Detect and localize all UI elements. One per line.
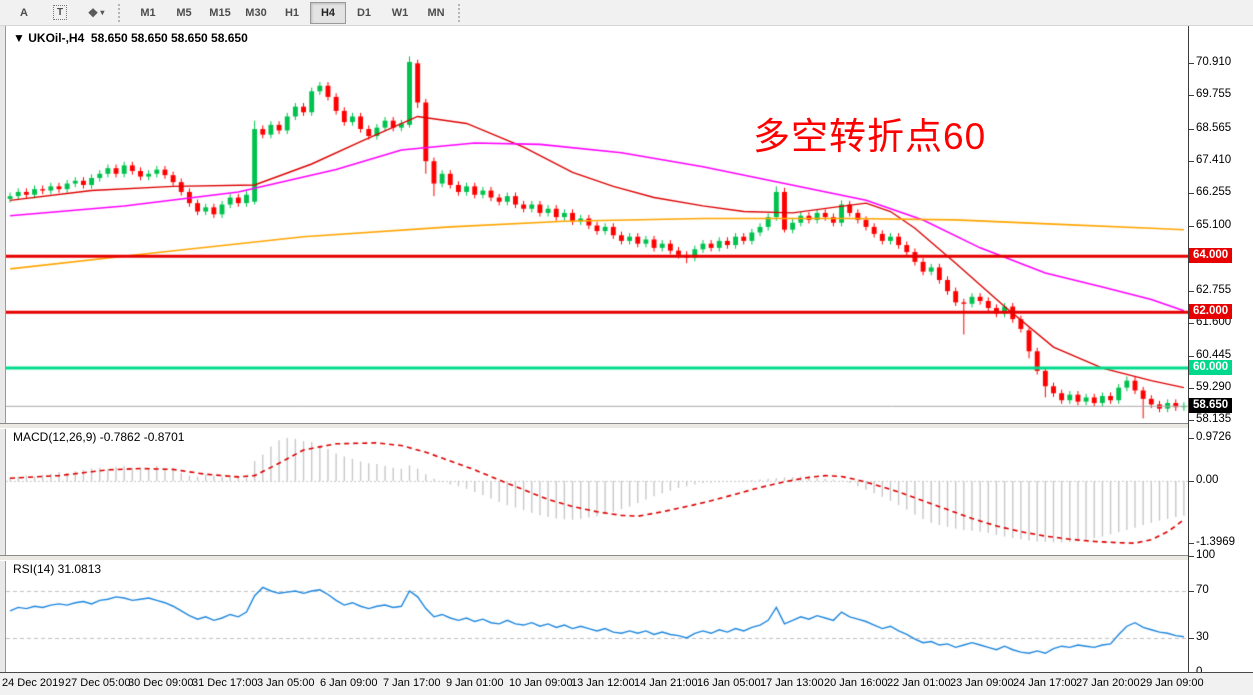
time-tick-label: 22 Jan 01:00	[887, 677, 951, 689]
timeframe-m1-button[interactable]: M1	[140, 6, 156, 19]
macd-indicator-label: MACD(12,26,9) -0.7862 -0.8701	[13, 430, 185, 444]
pane-splitter-rsi[interactable]	[0, 555, 1253, 561]
chart-symbol-title: ▼ UKOil-,H4 58.650 58.650 58.650 58.650	[13, 31, 248, 45]
time-tick-label: 20 Jan 16:00	[824, 677, 888, 689]
text-label-icon: T	[52, 5, 68, 20]
pane-splitter-macd[interactable]	[0, 423, 1253, 429]
price-axis[interactable]: 70.910 69.755 68.565 67.410 66.255 65.100 62.7…	[1188, 26, 1253, 678]
price-tick-label: 68.565	[1188, 121, 1232, 134]
timeframe-m5-button[interactable]: M5	[176, 6, 192, 19]
price-tick-label: 59.290	[1188, 380, 1232, 393]
price-level-badge: 62.000	[1189, 304, 1233, 320]
timeframe-m30-button[interactable]: M30	[245, 6, 267, 19]
price-level-badge: 58.650	[1189, 397, 1233, 413]
rsi-indicator-label: RSI(14) 31.0813	[13, 562, 102, 576]
timeframe-h1-button[interactable]: H1	[284, 6, 300, 19]
arrange-charts-button[interactable]: ❖ ▾	[78, 2, 114, 24]
rsi-tick-label: 100	[1188, 548, 1216, 561]
time-tick-label: 31 Dec 17:00	[192, 677, 258, 689]
time-tick-label: 10 Jan 09:00	[509, 677, 573, 689]
macd-tick-label: 0.00	[1188, 473, 1219, 486]
toolbar-drag-handle-2[interactable]	[458, 3, 464, 22]
price-tick-label: 65.100	[1188, 218, 1232, 231]
macd-chart-canvas[interactable]	[6, 427, 1188, 556]
time-tick-label: 3 Jan 05:00	[257, 677, 315, 689]
rsi-chart-canvas[interactable]	[6, 559, 1188, 670]
toolbar-drag-handle[interactable]	[118, 3, 124, 22]
time-tick-label: 24 Dec 2019	[2, 677, 65, 689]
time-tick-label: 27 Dec 05:00	[65, 677, 131, 689]
price-tick-label: 67.410	[1188, 153, 1232, 166]
draw-text-button[interactable]: A	[20, 6, 28, 19]
text-label-button[interactable]: T	[42, 2, 78, 24]
chart-window	[0, 26, 1253, 672]
time-tick-label: 6 Jan 09:00	[320, 677, 378, 689]
time-tick-label: 23 Jan 09:00	[950, 677, 1014, 689]
time-tick-label: 24 Jan 17:00	[1013, 677, 1077, 689]
price-tick-label: 60.445	[1188, 348, 1232, 361]
window-left-border	[0, 26, 6, 694]
chevron-down-icon: ▾	[100, 8, 105, 17]
price-tick-label: 70.910	[1188, 56, 1232, 69]
timeframe-mn-button[interactable]: MN	[427, 6, 445, 19]
price-tick-label: 58.135	[1188, 413, 1232, 426]
rsi-tick-label: 30	[1189, 630, 1209, 643]
price-tick-label: 61.600	[1188, 316, 1232, 329]
time-tick-label: 13 Jan 12:00	[571, 677, 635, 689]
arrange-charts-icon: ❖	[87, 5, 99, 20]
price-chart-canvas[interactable]	[6, 27, 1188, 424]
timeframe-h4-button[interactable]: H4	[310, 1, 346, 24]
price-level-badge: 60.000	[1189, 360, 1233, 376]
time-tick-label: 27 Jan 20:00	[1076, 677, 1140, 689]
timeframe-d1-button[interactable]: D1	[356, 6, 372, 19]
macd-tick-label: 0.9726	[1188, 430, 1232, 443]
time-tick-label: 16 Jan 05:00	[697, 677, 761, 689]
macd-tick-label: -1.3969	[1188, 535, 1236, 548]
price-tick-label: 66.255	[1188, 186, 1232, 199]
symbol-period-label: UKOil-,H4	[28, 31, 85, 45]
timeframe-w1-button[interactable]: W1	[391, 6, 409, 19]
price-level-badge: 64.000	[1189, 248, 1233, 264]
time-tick-label: 17 Jan 13:00	[760, 677, 824, 689]
toolbar: A T ❖ ▾ M1 M5 M15 M30 H1 H4 D1 W1 MN	[0, 0, 1253, 26]
price-tick-label: 62.755	[1188, 284, 1232, 297]
time-tick-label: 29 Jan 09:00	[1140, 677, 1204, 689]
time-axis[interactable]: 24 Dec 2019 27 Dec 05:00 30 Dec 09:00 31 De…	[0, 672, 1253, 695]
rsi-tick-label: 70	[1189, 583, 1209, 596]
timeframe-m15-button[interactable]: M15	[209, 6, 231, 19]
time-tick-label: 14 Jan 21:00	[634, 677, 698, 689]
time-tick-label: 9 Jan 01:00	[446, 677, 504, 689]
quote-values: 58.650 58.650 58.650 58.650	[90, 31, 248, 45]
collapse-triangle-icon[interactable]: ▼	[13, 31, 25, 45]
chart-text-annotation[interactable]: 多空转折点60	[753, 116, 987, 157]
time-tick-label: 7 Jan 17:00	[383, 677, 441, 689]
time-tick-label: 30 Dec 09:00	[128, 677, 194, 689]
price-tick-label: 69.755	[1188, 88, 1232, 101]
